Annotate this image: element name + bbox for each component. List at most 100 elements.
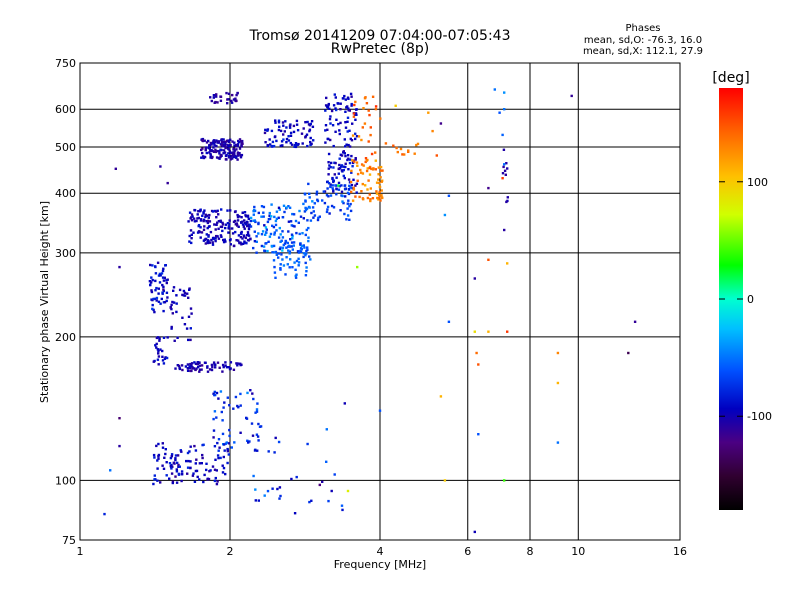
- data-point: [344, 165, 347, 169]
- data-point: [354, 195, 357, 198]
- data-point: [324, 104, 328, 107]
- data-point: [211, 465, 215, 468]
- data-point: [200, 462, 203, 465]
- data-point: [204, 237, 208, 241]
- data-point: [165, 281, 168, 285]
- data-point: [237, 234, 241, 237]
- data-point: [374, 151, 377, 154]
- data-point: [163, 456, 166, 459]
- data-point: [157, 442, 160, 446]
- data-point: [349, 92, 353, 96]
- colorbar-ticks: 100 0 -100: [719, 176, 772, 423]
- data-point: [168, 462, 172, 465]
- data-point: [287, 249, 290, 252]
- data-point: [153, 478, 156, 481]
- data-point: [275, 229, 278, 232]
- data-point: [219, 148, 222, 151]
- data-point: [263, 224, 266, 227]
- data-point: [344, 162, 347, 165]
- data-point: [203, 361, 207, 364]
- data-point: [333, 473, 336, 476]
- data-point: [343, 176, 346, 180]
- data-point: [252, 397, 255, 401]
- data-point: [370, 152, 374, 156]
- data-point: [236, 154, 240, 157]
- data-point: [285, 137, 289, 141]
- data-point: [158, 274, 162, 277]
- data-point: [349, 180, 353, 184]
- data-point: [281, 236, 285, 239]
- data-point: [270, 129, 274, 133]
- data-point: [170, 455, 173, 458]
- data-point: [212, 361, 216, 364]
- data-point: [224, 364, 227, 367]
- data-point: [337, 184, 340, 187]
- data-point: [212, 210, 215, 213]
- data-point: [330, 204, 334, 208]
- data-point: [343, 138, 346, 141]
- data-point: [191, 366, 194, 370]
- data-point: [268, 235, 272, 238]
- data-point: [214, 228, 217, 231]
- data-point: [324, 109, 327, 112]
- data-point: [233, 144, 236, 147]
- data-point: [278, 208, 281, 211]
- data-point: [305, 252, 308, 255]
- data-point: [325, 194, 329, 197]
- data-point: [503, 91, 506, 94]
- data-point: [335, 176, 338, 179]
- data-point: [371, 95, 375, 98]
- data-point: [199, 219, 203, 222]
- data-point: [157, 355, 161, 358]
- data-point: [246, 391, 249, 395]
- data-point: [218, 446, 221, 449]
- data-point: [242, 242, 245, 245]
- data-point: [214, 239, 217, 243]
- data-point: [220, 410, 223, 414]
- data-point: [339, 102, 342, 105]
- data-point: [202, 156, 205, 160]
- data-point: [305, 228, 308, 232]
- data-point: [207, 235, 210, 238]
- data-point: [335, 193, 338, 196]
- data-point: [209, 152, 212, 156]
- data-point: [219, 154, 222, 157]
- data-point: [182, 294, 186, 297]
- data-point: [198, 478, 201, 481]
- data-point: [118, 265, 121, 269]
- data-point: [311, 125, 315, 128]
- data-point: [416, 142, 420, 146]
- data-point: [186, 367, 189, 370]
- data-point: [325, 210, 329, 214]
- data-point: [200, 148, 203, 152]
- data-point: [344, 126, 348, 129]
- data-point: [283, 242, 287, 245]
- data-point: [174, 454, 178, 457]
- data-point: [323, 201, 327, 205]
- data-point: [156, 459, 159, 462]
- data-point: [217, 456, 220, 460]
- data-point: [284, 239, 287, 243]
- data-point: [162, 288, 165, 291]
- data-point: [161, 442, 164, 445]
- data-point: [290, 245, 294, 248]
- data-point: [326, 205, 330, 209]
- data-point: [170, 465, 173, 469]
- data-point: [235, 239, 238, 242]
- data-point: [301, 142, 304, 145]
- data-point: [324, 129, 327, 132]
- data-point: [150, 276, 153, 279]
- data-point: [326, 180, 329, 183]
- data-point: [264, 128, 267, 132]
- data-point: [152, 297, 155, 301]
- data-point: [349, 209, 353, 213]
- data-point: [227, 442, 231, 445]
- y-tick-label: 100: [55, 474, 76, 487]
- data-point: [378, 409, 382, 412]
- data-point: [253, 205, 256, 209]
- data-point: [203, 238, 206, 242]
- data-point: [277, 121, 281, 124]
- data-point: [160, 272, 164, 275]
- data-point: [164, 448, 167, 451]
